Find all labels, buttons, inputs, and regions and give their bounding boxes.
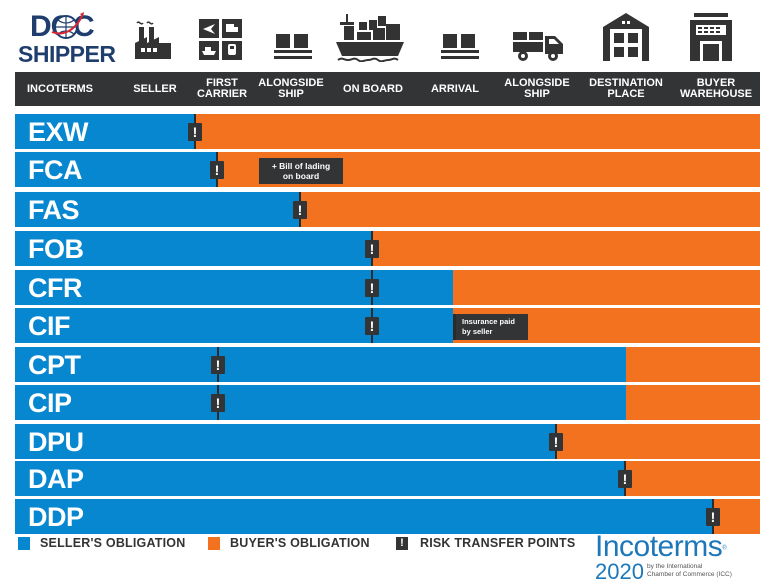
incoterm-row-fas: FAS! <box>15 192 760 227</box>
incoterm-code: CPT <box>28 350 81 380</box>
delivery-truck-icon <box>513 32 563 61</box>
incoterm-code: FAS <box>28 195 80 225</box>
incoterms-year: 2020 <box>595 559 644 584</box>
seller-obligation-segment <box>15 424 556 459</box>
risk-transfer-icon: ! <box>211 356 225 374</box>
buyer-obligation-segment <box>300 192 760 227</box>
header-arrival: ARRIVAL <box>430 82 480 95</box>
risk-marker-icon: ! <box>396 536 408 550</box>
risk-transfer-icon: ! <box>618 470 632 488</box>
risk-transfer-icon: ! <box>365 240 379 258</box>
legend-seller-label: SELLER'S OBLIGATION <box>40 536 186 550</box>
pallet-boxes-icon <box>274 34 312 59</box>
incoterm-code: CIF <box>28 311 71 341</box>
incoterm-code: DDP <box>28 502 84 532</box>
seller-obligation-segment <box>15 308 453 343</box>
seller-obligation-segment <box>15 270 453 305</box>
legend-seller: SELLER'S OBLIGATION <box>18 536 185 550</box>
incoterm-row-cip: CIP! <box>15 385 760 420</box>
logo-shipper-text: SHIPPER <box>18 41 116 67</box>
bill-of-lading-note: + Bill of lading on board <box>259 158 343 184</box>
buyer-obligation-segment <box>373 231 760 266</box>
incoterm-row-dpu: DPU! <box>15 424 760 459</box>
factory-icon <box>135 21 171 59</box>
risk-transfer-icon: ! <box>365 317 379 335</box>
pallet-boxes-icon <box>441 34 479 59</box>
legend-risk-label: RISK TRANSFER POINTS <box>420 536 576 550</box>
incoterm-code: EXW <box>28 117 89 147</box>
seller-obligation-segment <box>15 385 626 420</box>
globe-plane-icon <box>51 12 84 39</box>
trademark-symbol: ® <box>722 545 727 552</box>
incoterm-row-cif: CIF! Insurance paid by seller <box>15 308 760 343</box>
risk-transfer-icon: ! <box>706 508 720 526</box>
header-alongside-ship-2: ALONGSIDE SHIP <box>504 77 570 100</box>
incoterm-row-dap: DAP! <box>15 461 760 496</box>
incoterms-2020-logo: Incoterms® 2020 by the International Cha… <box>595 530 732 584</box>
incoterm-code: DAP <box>28 464 84 494</box>
risk-transfer-icon: ! <box>210 161 224 179</box>
header-bar: INCOTERMS SELLER FIRST CARRIER ALONGSIDE… <box>15 72 760 106</box>
risk-transfer-icon: ! <box>549 433 563 451</box>
seller-obligation-segment <box>15 114 196 149</box>
incoterm-row-cpt: CPT! <box>15 347 760 382</box>
buyer-obligation-segment <box>196 114 760 149</box>
seller-obligation-segment <box>15 192 300 227</box>
incoterm-code: CFR <box>28 273 83 303</box>
header-on-board: ON BOARD <box>343 82 403 95</box>
incoterm-code: FCA <box>28 155 83 185</box>
incoterm-row-cfr: CFR! <box>15 270 760 305</box>
seller-swatch <box>18 536 30 550</box>
incoterm-code: FOB <box>28 234 84 264</box>
seller-obligation-segment <box>15 461 626 496</box>
incoterm-row-fob: FOB! <box>15 231 760 266</box>
buyer-obligation-segment <box>713 499 760 534</box>
docshipper-logo: DOC SHIPPER <box>18 10 116 68</box>
legend-buyer: BUYER'S OBLIGATION <box>208 536 370 550</box>
buyer-building-icon <box>690 13 732 61</box>
legend-buyer-label: BUYER'S OBLIGATION <box>230 536 370 550</box>
risk-transfer-icon: ! <box>365 279 379 297</box>
buyer-obligation-segment <box>626 347 760 382</box>
seller-obligation-segment <box>15 231 373 266</box>
incoterms-wordmark: Incoterms <box>595 530 723 563</box>
header-alongside-ship: ALONGSIDE SHIP <box>258 77 324 100</box>
buyer-swatch <box>208 536 220 550</box>
incoterm-code: DPU <box>28 427 84 457</box>
cargo-ship-icon <box>336 14 404 62</box>
icc-subtitle: by the International Chamber of Commerce… <box>647 563 732 578</box>
insurance-note: Insurance paid by seller <box>453 314 528 340</box>
header-first-carrier: FIRST CARRIER <box>196 77 248 100</box>
risk-transfer-icon: ! <box>188 123 202 141</box>
incoterm-row-exw: EXW! <box>15 114 760 149</box>
incoterm-row-ddp: DDP! <box>15 499 760 534</box>
header-destination-place: DESTINATION PLACE <box>589 77 663 100</box>
seller-obligation-segment <box>15 499 713 534</box>
header-seller: SELLER <box>133 82 177 95</box>
transport-modes-icon <box>199 19 242 60</box>
risk-transfer-icon: ! <box>293 201 307 219</box>
warehouse-icon <box>603 13 649 61</box>
incoterm-code: CIP <box>28 388 72 418</box>
buyer-obligation-segment <box>556 424 760 459</box>
buyer-obligation-segment <box>626 461 760 496</box>
seller-obligation-segment <box>15 347 626 382</box>
header-buyer-warehouse: BUYER WAREHOUSE <box>679 77 753 100</box>
buyer-obligation-segment <box>453 270 760 305</box>
incoterm-row-fca: FCA! + Bill of lading on board <box>15 152 760 187</box>
legend-risk: ! RISK TRANSFER POINTS <box>396 536 575 550</box>
seller-obligation-segment <box>15 152 217 187</box>
header-incoterms: INCOTERMS <box>27 82 93 95</box>
buyer-obligation-segment <box>626 385 760 420</box>
risk-transfer-icon: ! <box>211 394 225 412</box>
